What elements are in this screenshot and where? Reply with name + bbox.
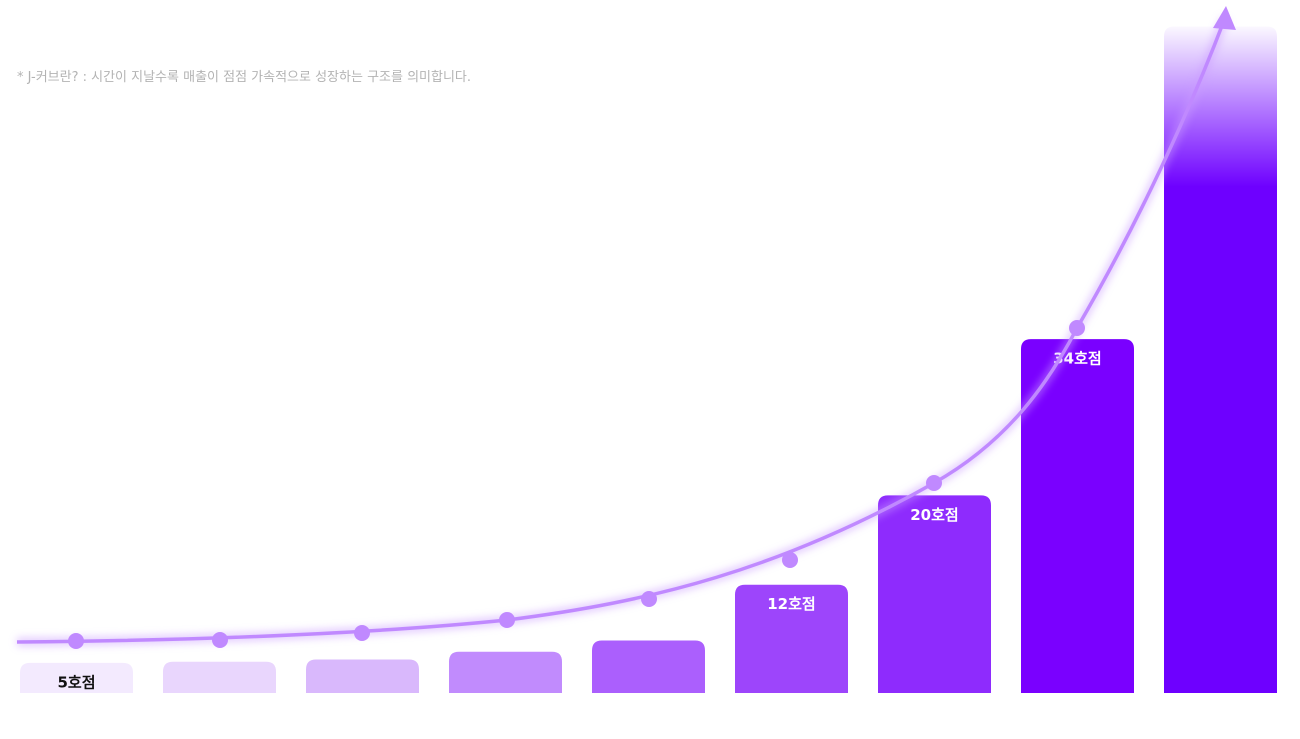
bar — [1021, 339, 1134, 693]
j-curve — [16, 6, 1236, 649]
footnote: * J-커브란? : 시간이 지날수록 매출이 점점 가속적으로 성장하는 구조… — [17, 70, 471, 85]
bar — [306, 659, 419, 693]
bar — [163, 661, 276, 693]
value-label: 20호점 — [910, 506, 958, 524]
bar — [449, 651, 562, 693]
bar-fade — [1164, 22, 1277, 352]
bar — [878, 495, 991, 693]
value-label: 12호점 — [767, 595, 815, 613]
bar — [20, 662, 133, 693]
bar — [592, 640, 705, 693]
bar — [735, 584, 848, 693]
value-label: 5호점 — [57, 673, 95, 691]
